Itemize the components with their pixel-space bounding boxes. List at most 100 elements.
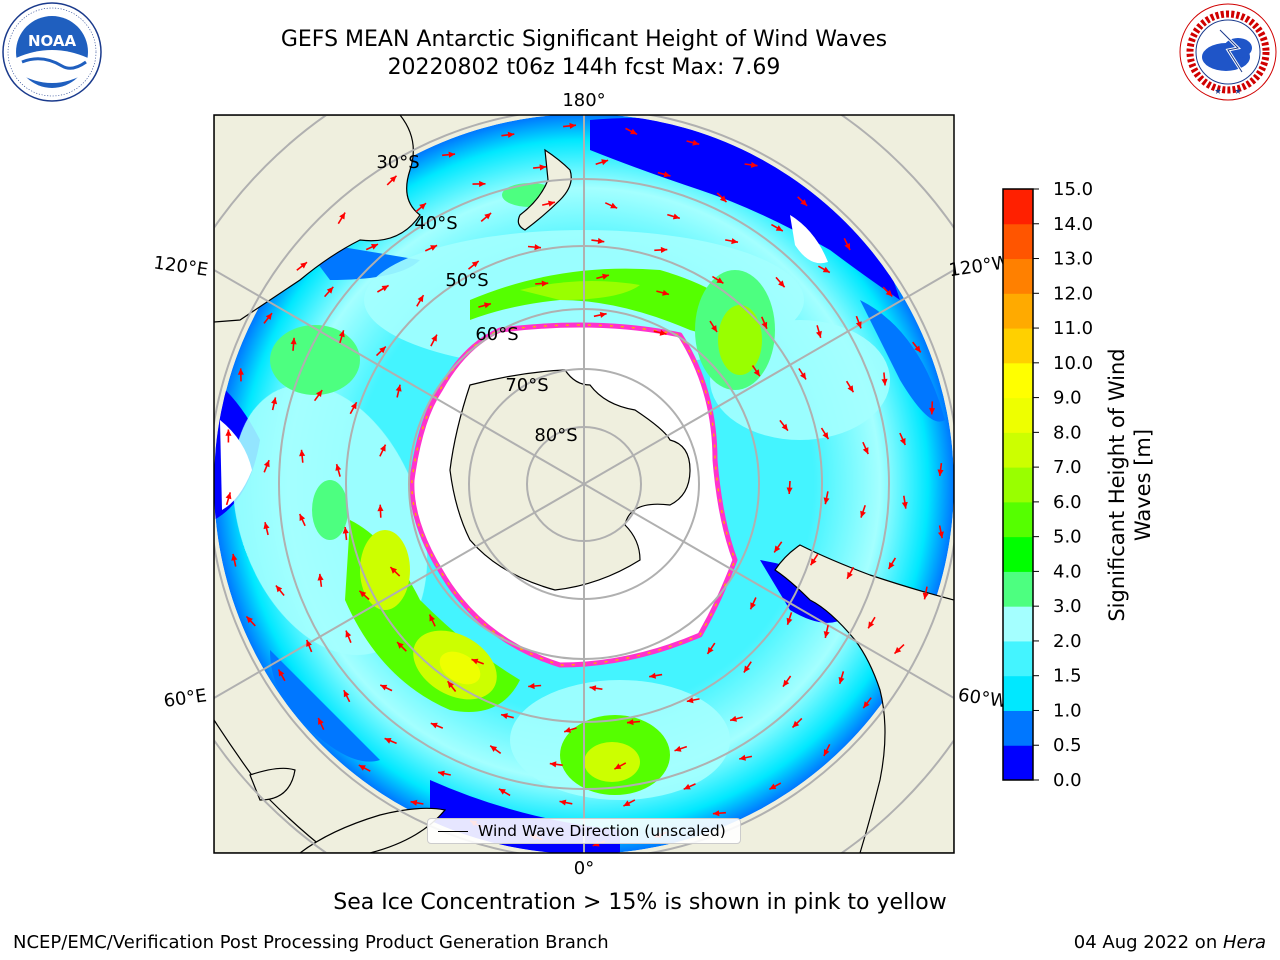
wave-direction-arrowhead — [263, 522, 270, 530]
colorbar-segment — [1003, 467, 1033, 503]
footer-date-text: 04 Aug 2022 on — [1073, 932, 1223, 953]
wave-direction-arrowhead — [275, 585, 283, 593]
colorbar-segment — [1003, 675, 1033, 711]
wave-direction-arrowhead — [395, 384, 402, 392]
wave-direction-arrowhead — [345, 630, 352, 638]
colorbar-tick-label: 0.5 — [1053, 735, 1082, 756]
wave-direction-arrowhead — [318, 717, 324, 725]
wave-direction-arrowhead — [410, 799, 418, 806]
wave-direction-arrowhead — [237, 368, 244, 375]
sea-ice-edge-yellow — [411, 324, 736, 666]
wave-direction-arrowhead — [623, 800, 631, 807]
colorbar-segment — [1003, 571, 1033, 607]
wave-direction-arrowhead — [371, 244, 378, 250]
wave-direction-arrowhead — [430, 245, 438, 251]
wave-direction-arrowhead — [847, 571, 853, 579]
colorbar-tick-label: 1.5 — [1053, 666, 1082, 687]
colorbar-segment — [1003, 328, 1033, 364]
wave-direction-arrowhead — [278, 669, 285, 677]
colorbar-segment — [1003, 432, 1033, 468]
wave-direction-arrowhead — [539, 164, 547, 171]
wave-direction-arrowhead — [389, 175, 397, 183]
noaa-logo: NOAA — [2, 2, 102, 102]
wave-direction-arrowhead — [712, 810, 720, 817]
wave-direction-arrowhead — [659, 329, 667, 336]
colorbar-label-line2: Waves [m] — [1131, 429, 1155, 541]
wave-direction-arrowhead — [379, 346, 386, 354]
lat-label-60s: 60°S — [475, 324, 518, 345]
wave-direction-arrowhead — [838, 677, 845, 684]
wave-direction-arrowhead — [863, 701, 870, 709]
wave-direction-arrowhead — [549, 761, 557, 768]
wave-direction-arrowhead — [630, 128, 638, 135]
colorbar-tick-label: 12.0 — [1053, 283, 1093, 304]
colorbar-tick-label: 4.0 — [1053, 561, 1082, 582]
wave-direction-arrowhead — [471, 658, 479, 665]
wave-direction-arrowhead — [937, 469, 944, 476]
colorbar-tick-label: 10.0 — [1053, 353, 1093, 374]
wave-direction-arrowhead — [660, 246, 668, 253]
wave-direction-arrowhead — [683, 783, 691, 790]
wave-direction-arrowhead — [922, 592, 929, 600]
wave-direction-arrowhead — [730, 715, 737, 722]
wave-direction-arrowhead — [823, 631, 830, 638]
wave-direction-arrowhead — [448, 151, 456, 158]
wave-direction-arrowhead — [438, 770, 445, 777]
wave-direction-arrowhead — [649, 672, 656, 679]
wave-direction-arrowhead — [800, 372, 806, 380]
wave-direction-arrowhead — [569, 122, 576, 129]
wave-direction-arrowhead — [707, 647, 714, 654]
wave-direction-arrowhead — [860, 510, 866, 518]
map-legend: Wind Wave Direction (unscaled) — [427, 818, 741, 844]
colorbar-segment — [1003, 362, 1033, 399]
colorbar-tick-label: 6.0 — [1053, 492, 1082, 513]
wave-direction-arrowhead — [534, 244, 541, 251]
high-wave-regions — [270, 183, 775, 795]
footer-date: 04 Aug 2022 on Hera — [1074, 932, 1266, 953]
graticule — [214, 115, 954, 853]
wave-direction-arrowhead — [381, 285, 389, 292]
wave-direction-arrowhead — [750, 602, 756, 610]
wave-direction-arrowhead — [888, 562, 895, 569]
wave-direction-arrowhead — [786, 487, 793, 494]
wave-direction-arrowhead — [781, 423, 788, 431]
colorbar: 0.0 0.5 1.0 1.5 2.0 3.0 4.0 5.0 6.0 7.0 8.0 9.0 10.0… — [1002, 179, 1093, 791]
wave-direction-arrowhead — [855, 321, 862, 329]
wave-direction-arrowhead — [263, 460, 270, 468]
wave-direction-arrowhead — [380, 684, 388, 691]
wave-direction-arrowhead — [559, 799, 567, 806]
wave-direction-arrowhead — [225, 429, 232, 436]
nws-logo — [1179, 3, 1277, 101]
wave-direction-arrowhead — [938, 531, 944, 539]
lat-label-80s: 80°S — [534, 425, 577, 446]
wave-direction-arrowhead — [800, 199, 808, 206]
wave-direction-arrowhead — [914, 345, 921, 353]
wave-direction-arrowhead — [528, 683, 535, 690]
wave-direction-arrowhead — [894, 647, 902, 654]
wave-direction-arrowhead — [750, 161, 758, 168]
colorbar-tick-label: 0.0 — [1053, 770, 1082, 791]
wave-direction-arrowhead — [326, 286, 334, 294]
wave-direction-arrowhead — [225, 492, 232, 500]
wave-direction-arrowhead — [816, 330, 822, 338]
wave-direction-arrowhead — [471, 261, 479, 268]
wave-direction-arrowhead — [501, 713, 508, 719]
wave-direction-arrowhead — [786, 617, 793, 625]
colorbar-segment — [1003, 293, 1033, 329]
wave-direction-arrowhead — [317, 573, 324, 581]
wave-direction-arrowhead — [739, 754, 746, 761]
lat-label-40s: 40°S — [414, 213, 457, 234]
wave-direction-arrowhead — [672, 213, 680, 220]
wave-direction-arrowhead — [610, 202, 618, 209]
wave-direction-arrowhead — [265, 313, 272, 320]
wave-direction-arrowhead — [342, 527, 349, 534]
wave-direction-arrowhead — [507, 131, 515, 138]
wave-direction-arrowhead — [231, 553, 238, 561]
wave-direction-arrowhead — [899, 438, 906, 445]
wave-direction-arrowhead — [306, 639, 312, 647]
wave-direction-arrowhead — [847, 385, 854, 393]
wave-direction-arrowhead — [783, 679, 790, 687]
wave-direction-arrowhead — [339, 212, 346, 220]
wave-direction-arrowhead — [358, 765, 366, 771]
